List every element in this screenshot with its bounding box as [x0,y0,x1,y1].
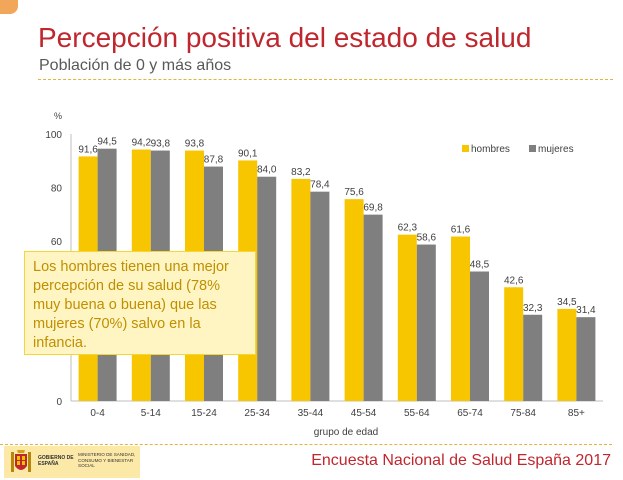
bar-mujeres-65-74 [470,271,489,401]
x-tick-label: 5-14 [141,408,161,419]
bar-mujeres-85+ [576,317,596,401]
divider-top [38,79,613,80]
data-label-mujeres-25-34: 84,0 [257,165,277,176]
data-label-mujeres-45-54: 69,8 [363,203,383,214]
bar-hombres-85+ [557,308,577,401]
x-tick-label: 15-24 [191,408,217,419]
logo-ministry-text: MINISTERIO DE SANIDAD, CONSUMO Y BIENEST… [78,452,136,469]
legend-swatch-mujeres [529,145,536,152]
data-label-mujeres-55-64: 58,6 [417,233,437,244]
y-tick-label: 100 [45,130,62,141]
data-label-mujeres-15-24: 87,8 [204,155,224,166]
y-tick-label: 60 [51,237,63,248]
divider-bottom [0,444,612,445]
bar-hombres-55-64 [397,234,417,401]
bar-mujeres-75-84 [523,314,543,401]
x-tick-label: 25-34 [244,408,270,419]
y-tick-label: 0 [56,397,62,408]
x-tick-label: 75-84 [510,408,536,419]
callout-note: Los hombres tienen una mejor percepción … [24,251,256,355]
x-tick-label: 35-44 [298,408,324,419]
x-tick-label: 45-54 [351,408,377,419]
y-tick-label: 80 [51,183,63,194]
data-label-hombres-75-84: 42,6 [504,275,524,286]
x-tick-label: 0-4 [90,408,105,419]
bar-mujeres-25-34 [257,176,277,401]
coat-of-arms-icon [11,450,31,472]
bar-hombres-75-84 [504,287,524,401]
corner-tab-icon [0,0,18,14]
data-label-mujeres-85+: 31,4 [576,305,596,316]
bar-mujeres-55-64 [416,244,436,401]
x-tick-label: 65-74 [457,408,483,419]
bar-hombres-65-74 [451,236,470,401]
data-label-mujeres-35-44: 78,4 [310,180,330,191]
data-label-hombres-65-74: 61,6 [451,225,471,236]
data-label-mujeres-0-4: 94,5 [97,137,117,148]
bar-hombres-45-54 [344,199,364,401]
data-label-hombres-15-24: 93,8 [185,139,205,150]
data-label-hombres-35-44: 83,2 [291,167,311,178]
data-label-mujeres-65-74: 48,5 [470,260,490,271]
x-axis-title: grupo de edad [314,427,379,438]
ministry-logo: GOBIERNO DE ESPAÑA MINISTERIO DE SANIDAD… [4,446,140,478]
page-title: Percepción positiva del estado de salud [38,22,532,53]
data-label-hombres-85+: 34,5 [557,297,577,308]
y-axis-unit: % [54,111,62,121]
bar-mujeres-45-54 [363,214,383,401]
footer-source: Encuesta Nacional de Salud España 2017 [311,452,611,469]
data-label-mujeres-75-84: 32,3 [523,303,543,314]
data-label-hombres-45-54: 75,6 [344,187,364,198]
bar-mujeres-35-44 [310,191,330,401]
legend-swatch-hombres [462,145,469,152]
legend-label-hombres: hombres [471,144,510,155]
data-label-mujeres-5-14: 93,8 [151,139,171,150]
legend-label-mujeres: mujeres [538,144,574,155]
bar-hombres-35-44 [291,178,311,401]
data-label-hombres-25-34: 90,1 [238,148,258,159]
logo-government-text: GOBIERNO DE ESPAÑA [38,455,74,467]
x-tick-label: 85+ [568,408,585,419]
data-label-hombres-5-14: 94,2 [132,137,152,148]
page-subtitle: Población de 0 y más años [39,57,232,74]
data-label-hombres-0-4: 91,6 [78,144,98,155]
data-label-hombres-55-64: 62,3 [398,223,418,234]
x-tick-label: 55-64 [404,408,430,419]
